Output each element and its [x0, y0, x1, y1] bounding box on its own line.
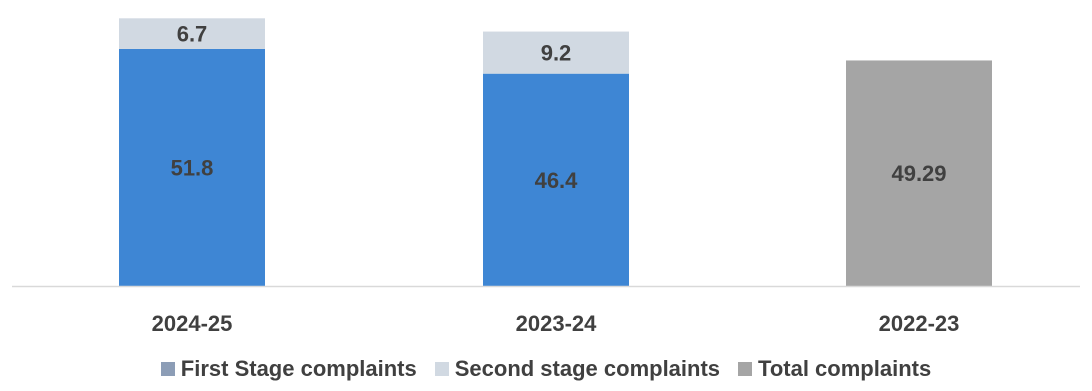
- legend-item-total: Total complaints: [738, 356, 931, 382]
- x-tick-label-2023-24: 2023-24: [516, 311, 598, 336]
- legend-swatch-first-stage: [160, 362, 175, 376]
- x-tick-label-2024-25: 2024-25: [152, 311, 233, 336]
- legend-swatch-total: [738, 362, 753, 376]
- data-label-2023-24-series-1: 9.2: [541, 41, 572, 66]
- legend: First Stage complaints Second stage comp…: [0, 354, 1092, 384]
- bar-2023-24-series-0: [483, 73, 629, 286]
- bar-2024-25-series-0: [119, 48, 265, 287]
- legend-item-second-stage: Second stage complaints: [434, 356, 721, 382]
- data-label-2023-24-series-0: 46.4: [535, 168, 579, 193]
- data-label-2022-23-series-2: 49.29: [891, 161, 946, 186]
- data-label-2024-25-series-1: 6.7: [177, 22, 208, 47]
- bar-2022-23-series-2: [846, 60, 992, 286]
- legend-label-total: Total complaints: [758, 356, 932, 381]
- data-label-2024-25-series-0: 51.8: [171, 155, 214, 180]
- legend-label-first-stage: First Stage complaints: [180, 356, 417, 381]
- legend-label-second-stage: Second stage complaints: [454, 356, 721, 381]
- legend-item-first-stage: First Stage complaints: [160, 356, 417, 382]
- legend-swatch-second-stage: [434, 362, 449, 376]
- x-tick-label-2022-23: 2022-23: [879, 311, 960, 336]
- bar-2023-24-series-1: [483, 31, 629, 74]
- bar-2024-25-series-1: [119, 18, 265, 49]
